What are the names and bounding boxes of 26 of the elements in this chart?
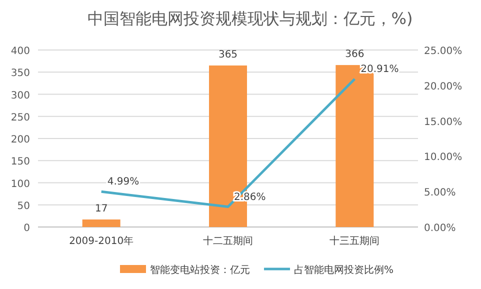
legend-label: 占智能电网投资比例% xyxy=(294,264,394,276)
y2-tick-label: 5.00% xyxy=(424,188,456,199)
chart-title: 中国智能电网投资规模现状与规划：亿元，%) xyxy=(87,9,413,28)
y-tick-label: 300 xyxy=(10,90,30,102)
y-tick-label: 0 xyxy=(24,223,30,234)
y-tick-label: 350 xyxy=(10,68,30,80)
y-tick-label: 200 xyxy=(10,134,30,146)
data-label: 366 xyxy=(345,49,364,60)
x-tick-label: 2009-2010年 xyxy=(69,235,134,247)
bar xyxy=(82,219,120,227)
y2-tick-label: 0.00% xyxy=(424,223,456,234)
x-tick-label: 十二五期间 xyxy=(203,235,253,247)
y-tick-label: 150 xyxy=(10,156,30,168)
x-tick-label: 十三五期间 xyxy=(330,235,380,247)
y-tick-label: 100 xyxy=(10,178,30,190)
y2-tick-label: 20.00% xyxy=(424,81,462,92)
y2-tick-label: 25.00% xyxy=(424,46,462,57)
y2-tick-label: 15.00% xyxy=(424,116,462,128)
data-label: 365 xyxy=(218,49,238,60)
y-tick-label: 250 xyxy=(10,112,30,124)
data-label: 17 xyxy=(94,203,108,214)
data-label: 4.99% xyxy=(107,176,140,188)
legend-label: 智能变电站投资：亿元 xyxy=(150,264,250,276)
y-tick-label: 50 xyxy=(17,200,30,212)
y2-tick-label: 10.00% xyxy=(424,152,462,164)
y-tick-label: 400 xyxy=(10,46,30,57)
